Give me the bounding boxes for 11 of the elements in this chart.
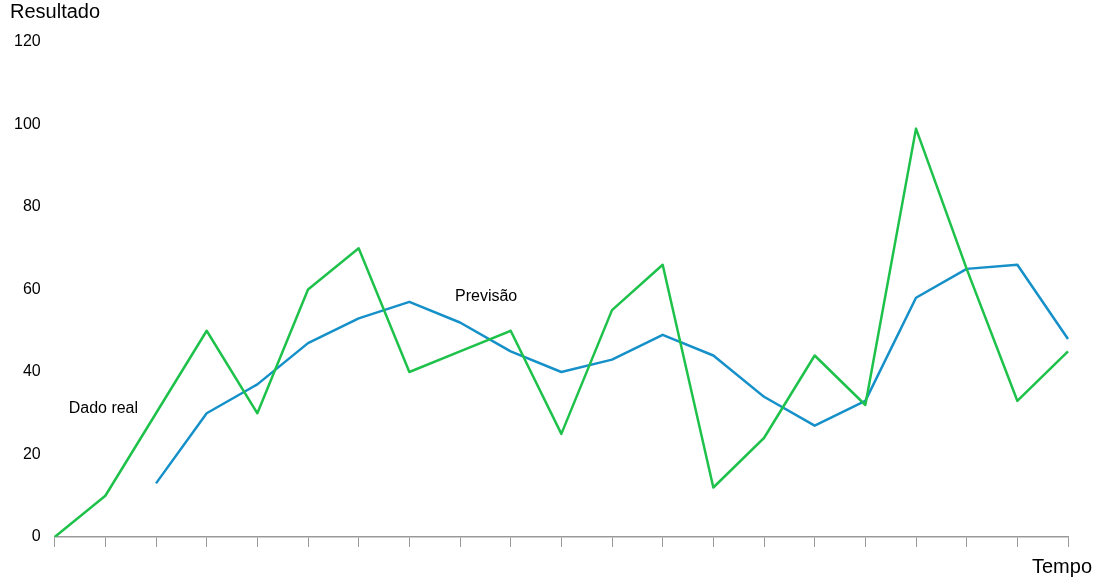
series-label: Dado real bbox=[68, 399, 139, 417]
y-tick-label: 0 bbox=[31, 527, 41, 545]
y-tick-label: 80 bbox=[22, 197, 41, 215]
y-tick-label: 20 bbox=[22, 444, 41, 462]
y-tick-label: 100 bbox=[13, 114, 41, 132]
y-tick-label: 40 bbox=[22, 362, 41, 380]
x-axis-title: Tempo bbox=[1031, 554, 1092, 577]
y-axis-title: Resultado bbox=[10, 0, 101, 22]
series-label: Previsão bbox=[455, 286, 518, 304]
y-tick-label: 120 bbox=[13, 32, 41, 50]
y-tick-label: 60 bbox=[22, 279, 41, 297]
